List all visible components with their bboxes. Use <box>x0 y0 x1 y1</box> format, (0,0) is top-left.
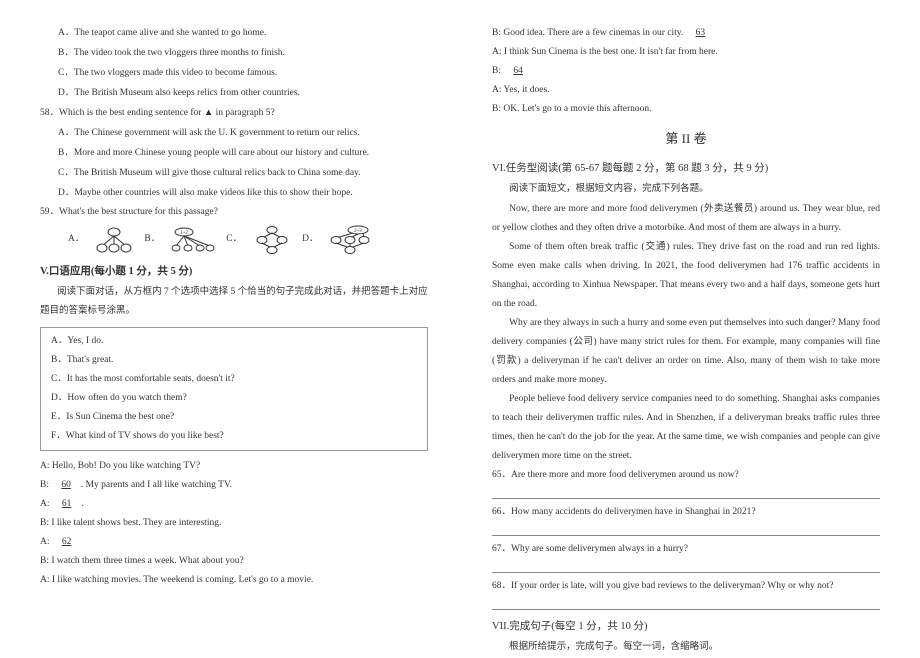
dialog2-line-4: A: Yes, it does. <box>492 81 880 100</box>
blank-64[interactable]: 64 <box>503 66 533 76</box>
passage-p3: Why are they always in such a hurry and … <box>492 314 880 390</box>
box-option-b: B．That's great. <box>51 351 417 370</box>
answer-line-66[interactable] <box>492 526 880 536</box>
q59-label-d: D． <box>302 230 318 250</box>
task-q65: 65．Are there more and more food delivery… <box>492 466 880 485</box>
passage-p2: Some of them often break traffic (交通) ru… <box>492 238 880 314</box>
dialog-line-6: B: I watch them three times a week. What… <box>40 552 428 571</box>
right-column: B: Good idea. There are a few cinemas in… <box>460 0 920 651</box>
left-column: A．The teapot came alive and she wanted t… <box>0 0 460 651</box>
q57-choice-d: D．The British Museum also keeps relics f… <box>58 84 428 104</box>
dialog-line-5: A: 62 <box>40 533 428 552</box>
q58-stem: 58．Which is the best ending sentence for… <box>40 104 428 124</box>
q57-choice-c: C．The two vloggers made this video to be… <box>58 64 428 84</box>
svg-text:1+2: 1+2 <box>180 231 188 236</box>
answer-line-67[interactable] <box>492 563 880 573</box>
dialog2-line-3: B: 64 <box>492 62 880 81</box>
q58-choice-a: A．The Chinese government will ask the U.… <box>58 124 428 144</box>
dialog-line-2: B: 60. My parents and I all like watchin… <box>40 476 428 495</box>
dialog2-l1-prefix: B: Good idea. There are a few cinemas in… <box>492 28 686 38</box>
svg-text:2+3: 2+3 <box>355 229 363 234</box>
section-5-instruction: 阅读下面对话，从方框内 7 个选项中选择 5 个恰当的句子完成此对话，并把答题卡… <box>40 283 428 321</box>
passage-p1: Now, there are more and more food delive… <box>492 200 880 238</box>
q58-choice-c: C．The British Museum will give those cul… <box>58 164 428 184</box>
q59-stem: 59．What's the best structure for this pa… <box>40 203 428 223</box>
box-option-a: A．Yes, I do. <box>51 332 417 351</box>
q59-diagrams: A． B． 1+2 <box>68 225 428 255</box>
dialog2-line-2: A: I think Sun Cinema is the best one. I… <box>492 43 880 62</box>
dialog2-l3-prefix: B: <box>492 66 503 76</box>
q58-choice-b: B．More and more Chinese young people wil… <box>58 144 428 164</box>
q58-choices-block: A．The Chinese government will ask the U.… <box>40 124 428 204</box>
dialog2-line-5: B: OK. Let's go to a movie this afternoo… <box>492 100 880 119</box>
section-7-instruction: 根据所给提示，完成句子。每空一词，含缩略词。 <box>492 638 880 658</box>
blank-62[interactable]: 62 <box>52 537 82 547</box>
page-container: A．The teapot came alive and she wanted t… <box>0 0 920 651</box>
juan-2-header: 第 II 卷 <box>492 125 880 152</box>
blank-63[interactable]: 63 <box>686 28 716 38</box>
q57-choices-block: A．The teapot came alive and she wanted t… <box>40 24 428 104</box>
task-q66: 66．How many accidents do deliverymen hav… <box>492 503 880 522</box>
q59-label-b: B． <box>144 230 160 250</box>
section-6-instruction: 阅读下面短文，根据短文内容，完成下列各题。 <box>492 180 880 200</box>
box-option-e: E．Is Sun Cinema the best one? <box>51 408 417 427</box>
blank-61[interactable]: 61 <box>52 499 82 509</box>
blank-60[interactable]: 60 <box>51 480 81 490</box>
dialog-line-4: B: I like talent shows best. They are in… <box>40 514 428 533</box>
q57-choice-a: A．The teapot came alive and she wanted t… <box>58 24 428 44</box>
dialog-l2-suffix: . My parents and I all like watching TV. <box>81 480 232 490</box>
dialog-line-3: A: 61. <box>40 495 428 514</box>
box-option-f: F．What kind of TV shows do you like best… <box>51 427 417 446</box>
dialog-line-7: A: I like watching movies. The weekend i… <box>40 571 428 590</box>
q59-diagram-c <box>252 225 292 255</box>
dialog-options-box: A．Yes, I do. B．That's great. C．It has th… <box>40 327 428 451</box>
answer-line-65[interactable] <box>492 489 880 499</box>
section-5-header: V.口语应用(每小题 1 分，共 5 分) <box>40 261 428 283</box>
q59-label-a: A． <box>68 230 84 250</box>
task-q68: 68．If your order is late, will you give … <box>492 577 880 596</box>
section-7-header: VII.完成句子(每空 1 分，共 10 分) <box>492 616 880 638</box>
q59-diagram-b: 1+2 <box>170 226 216 254</box>
box-option-c: C．It has the most comfortable seats, doe… <box>51 370 417 389</box>
q57-choice-b: B．The video took the two vloggers three … <box>58 44 428 64</box>
box-option-d: D．How often do you watch them? <box>51 389 417 408</box>
task-q67: 67．Why are some deliverymen always in a … <box>492 540 880 559</box>
section-6-header: VI.任务型阅读(第 65-67 题每题 2 分，第 68 题 3 分，共 9 … <box>492 158 880 180</box>
dialog-line-1: A: Hello, Bob! Do you like watching TV? <box>40 457 428 476</box>
dialog-l3-suffix: . <box>81 499 83 509</box>
answer-line-68[interactable] <box>492 600 880 610</box>
q59-diagram-a <box>94 226 134 254</box>
passage-p4: People believe food delivery service com… <box>492 390 880 466</box>
reading-passage: Now, there are more and more food delive… <box>492 200 880 466</box>
q59-diagram-d: 2+3 <box>328 225 372 255</box>
dialog-l3-prefix: A: <box>40 499 52 509</box>
dialog-l5-prefix: A: <box>40 537 52 547</box>
q58-choice-d: D．Maybe other countries will also make v… <box>58 184 428 204</box>
q59-label-c: C． <box>226 230 242 250</box>
dialog-l2-prefix: B: <box>40 480 51 490</box>
dialog2-line-1: B: Good idea. There are a few cinemas in… <box>492 24 880 43</box>
